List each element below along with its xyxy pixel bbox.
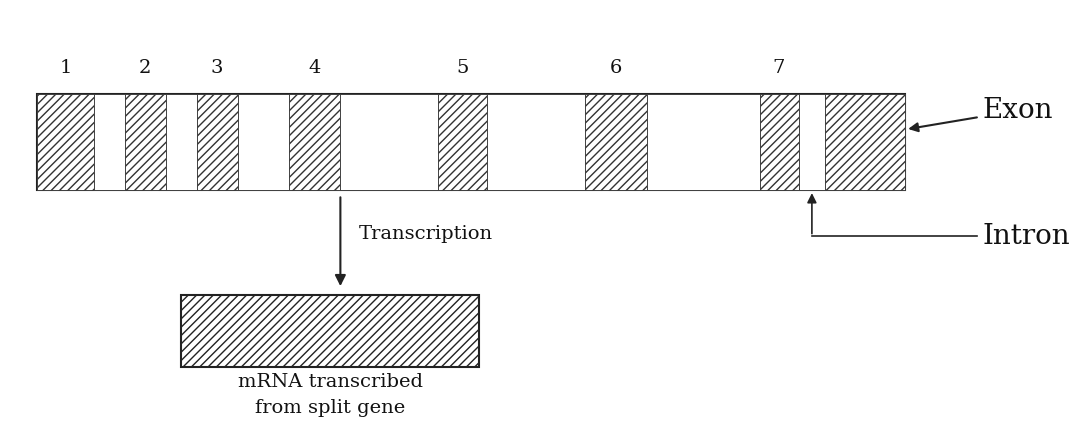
Bar	[289, 94, 340, 190]
Text: 6: 6	[609, 59, 622, 77]
Bar	[487, 94, 585, 190]
Bar	[38, 94, 94, 190]
Bar	[238, 94, 289, 190]
Bar	[38, 94, 905, 190]
Bar	[181, 295, 480, 367]
Bar	[165, 94, 197, 190]
Bar	[438, 94, 487, 190]
Bar	[798, 94, 825, 190]
Bar	[759, 94, 798, 190]
Text: Intron: Intron	[983, 223, 1070, 250]
Text: 7: 7	[773, 59, 785, 77]
Bar	[585, 94, 647, 190]
Text: Exon: Exon	[910, 97, 1053, 131]
Bar	[825, 94, 905, 190]
Bar	[340, 94, 438, 190]
Text: 4: 4	[309, 59, 321, 77]
Text: mRNA transcribed
from split gene: mRNA transcribed from split gene	[238, 373, 422, 417]
Text: Transcription: Transcription	[359, 225, 492, 243]
Bar	[94, 94, 124, 190]
Bar	[124, 94, 165, 190]
Text: 3: 3	[211, 59, 224, 77]
Bar	[197, 94, 238, 190]
Bar	[647, 94, 759, 190]
Text: 1: 1	[59, 59, 72, 77]
Text: 5: 5	[457, 59, 469, 77]
Text: 2: 2	[139, 59, 151, 77]
